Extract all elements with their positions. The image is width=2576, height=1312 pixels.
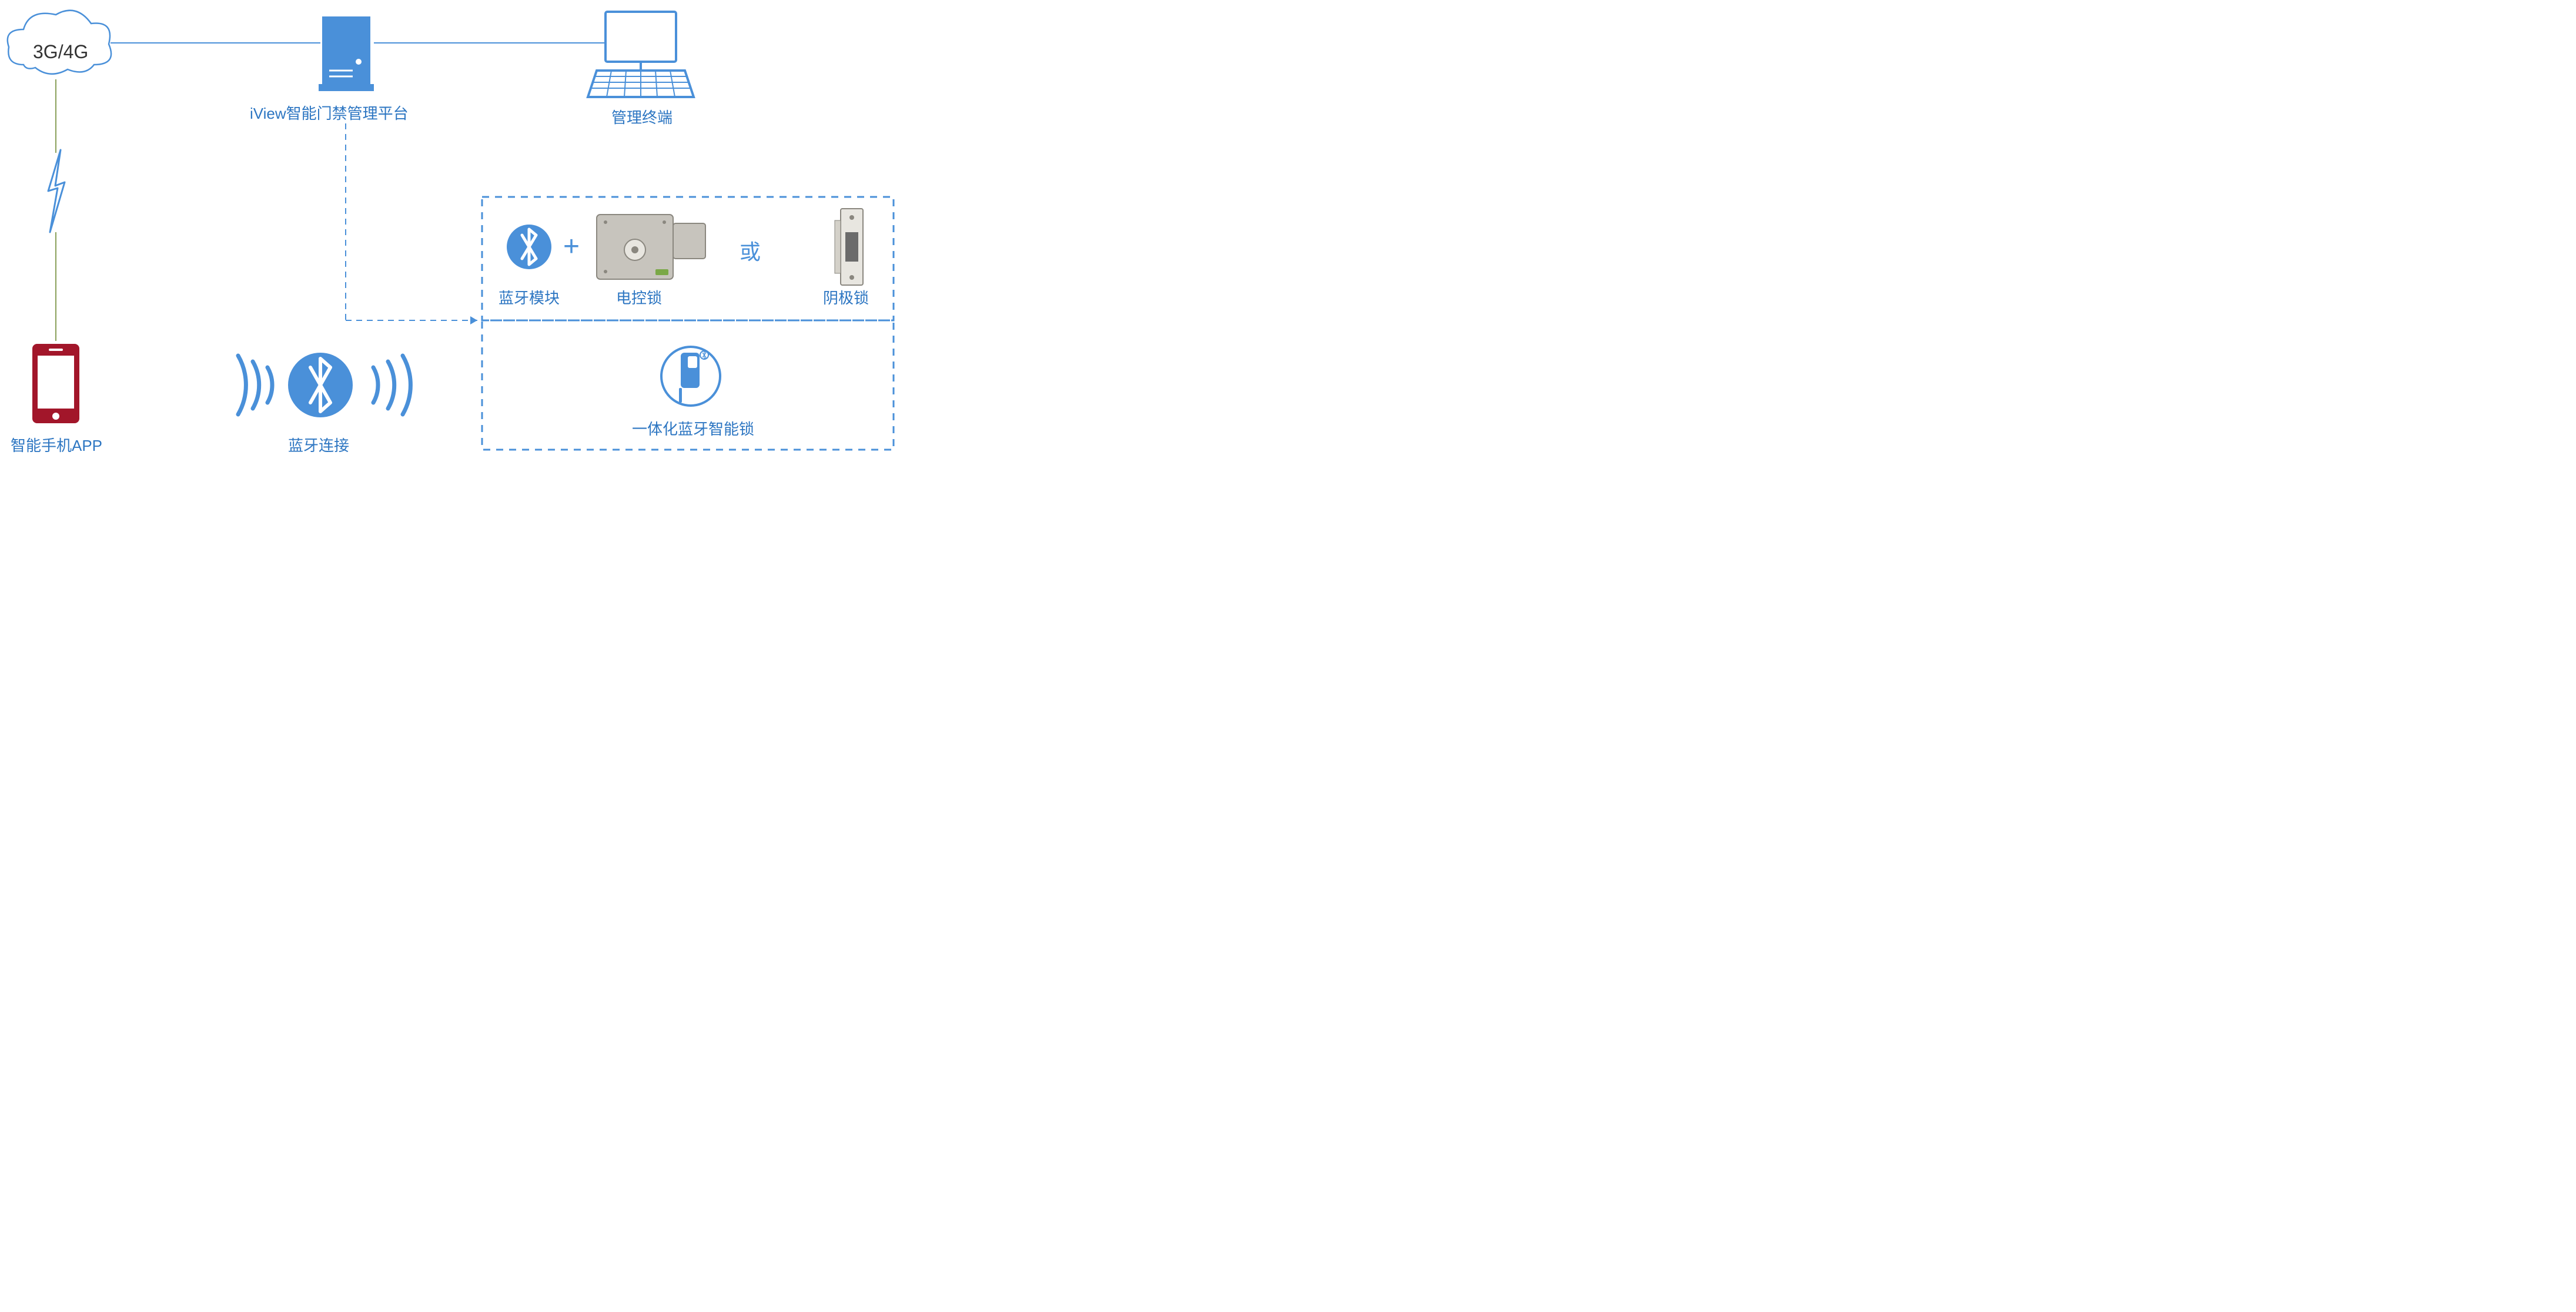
dash-arrowhead (470, 316, 477, 324)
electric-lock-label: 电控锁 (616, 286, 662, 308)
diagram-canvas (0, 0, 912, 464)
bluetooth-connect-icon (238, 353, 410, 417)
cathode-lock-icon (835, 209, 863, 285)
smart-lock-label: 一体化蓝牙智能锁 (632, 417, 754, 439)
bt-module-label: 蓝牙模块 (499, 286, 560, 308)
bt-module-icon (507, 225, 551, 269)
or-text: 或 (740, 235, 761, 266)
electric-lock-icon (597, 215, 705, 279)
server-label: iView智能门禁管理平台 (250, 102, 409, 123)
plus-symbol: + (563, 230, 580, 263)
terminal-icon (588, 12, 694, 97)
smart-lock-icon (661, 347, 720, 406)
terminal-label: 管理终端 (611, 106, 673, 128)
cloud-label: 3G/4G (33, 41, 88, 63)
bluetooth-label: 蓝牙连接 (288, 434, 349, 456)
phone-label: 智能手机APP (11, 434, 102, 456)
phone-icon (32, 344, 79, 423)
cathode-lock-label: 阴极锁 (823, 286, 869, 308)
lightning-icon (48, 150, 65, 232)
server-icon (319, 16, 374, 91)
